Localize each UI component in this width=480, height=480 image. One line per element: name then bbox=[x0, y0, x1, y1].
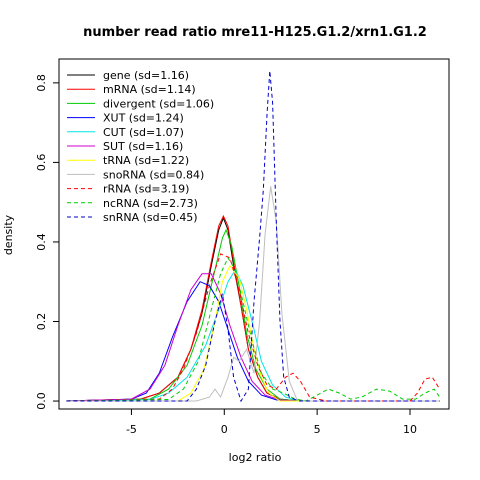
series-line-1 bbox=[66, 214, 440, 402]
series-line-10 bbox=[66, 70, 440, 403]
series-line-3 bbox=[66, 281, 440, 402]
legend: gene (sd=1.16)mRNA (sd=1.14)divergent (s… bbox=[67, 69, 214, 224]
legend-label: gene (sd=1.16) bbox=[103, 69, 189, 82]
legend-label: SUT (sd=1.16) bbox=[103, 140, 183, 153]
y-tick-label: 0.8 bbox=[35, 74, 48, 92]
series-line-9 bbox=[66, 256, 441, 402]
series-line-7 bbox=[66, 186, 440, 402]
x-tick-label: 0 bbox=[221, 423, 228, 436]
series-line-2 bbox=[66, 228, 440, 402]
series-line-5 bbox=[66, 273, 440, 402]
x-axis: -5 0 5 10 bbox=[126, 409, 417, 436]
legend-label: rRNA (sd=3.19) bbox=[103, 183, 189, 196]
plot-frame bbox=[58, 58, 450, 410]
y-axis-label: density bbox=[2, 214, 15, 255]
x-tick-label: -5 bbox=[126, 423, 137, 436]
y-tick-label: 0.0 bbox=[35, 392, 48, 410]
chart-title: number read ratio mre11-H125.G1.2/xrn1.G… bbox=[83, 25, 427, 40]
legend-label: XUT (sd=1.24) bbox=[103, 112, 184, 125]
y-axis: 0.0 0.2 0.4 0.6 0.8 bbox=[35, 74, 59, 410]
legend-label: snoRNA (sd=0.84) bbox=[103, 168, 204, 181]
x-tick-label: 10 bbox=[403, 423, 417, 436]
series-line-8 bbox=[66, 253, 441, 402]
y-tick-label: 0.2 bbox=[35, 313, 48, 331]
legend-label: ncRNA (sd=2.73) bbox=[103, 197, 198, 210]
legend-label: tRNA (sd=1.22) bbox=[103, 154, 189, 167]
y-tick-label: 0.6 bbox=[35, 154, 48, 172]
x-axis-label: log2 ratio bbox=[229, 451, 282, 464]
legend-label: CUT (sd=1.07) bbox=[103, 126, 184, 139]
legend-label: divergent (sd=1.06) bbox=[103, 97, 214, 110]
legend-label: mRNA (sd=1.14) bbox=[103, 83, 196, 96]
y-tick-label: 0.4 bbox=[35, 233, 48, 251]
x-tick-label: 5 bbox=[314, 423, 321, 436]
series-layer bbox=[66, 70, 441, 403]
series-line-4 bbox=[66, 268, 440, 402]
series-line-6 bbox=[66, 264, 440, 402]
legend-label: snRNA (sd=0.45) bbox=[103, 211, 198, 224]
